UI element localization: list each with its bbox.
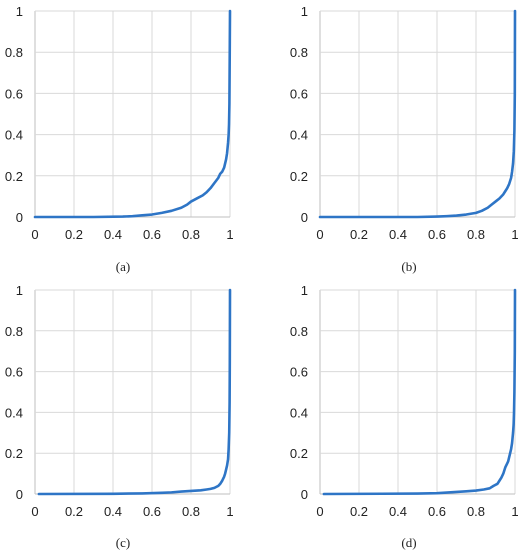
y-tick-label: 1: [16, 283, 23, 298]
x-tick-label: 1: [226, 227, 233, 242]
panel-caption: (a): [116, 259, 130, 274]
x-tick-label: 0.6: [428, 227, 446, 242]
x-tick-label: 0.4: [389, 227, 407, 242]
y-tick-label: 1: [16, 4, 23, 19]
chart-panel-c: 0 0.2 0.4 0.6 0.8 1 0 0.2 0.4 0.6 0.8 1 (c): [5, 283, 234, 550]
chart-panel-a: 0 0.2 0.4 0.6 0.8 1 0 0.2 0.4 0.6 0.8 1 (a): [5, 4, 234, 274]
x-tick-label: 0.8: [182, 227, 200, 242]
y-tick-label: 0: [16, 487, 23, 502]
x-tick-label: 0.6: [143, 504, 161, 519]
y-tick-label: 0.2: [5, 169, 23, 184]
x-tick-label: 0.6: [428, 504, 446, 519]
x-tick-label: 0.4: [104, 504, 122, 519]
y-tick-label: 0.8: [5, 45, 23, 60]
y-tick-label: 0.4: [290, 128, 308, 143]
y-tick-label: 1: [301, 283, 308, 298]
x-tick-label: 1: [511, 227, 518, 242]
y-tick-label: 0.6: [290, 365, 308, 380]
x-tick-label: 0.4: [104, 227, 122, 242]
y-tick-label: 0: [16, 210, 23, 225]
y-tick-label: 0.2: [290, 446, 308, 461]
y-tick-label: 0.4: [5, 405, 23, 420]
chart-panel-b: 0 0.2 0.4 0.6 0.8 1 0 0.2 0.4 0.6 0.8 1 (b): [290, 4, 519, 274]
chart-panel-d: 0 0.2 0.4 0.6 0.8 1 0 0.2 0.4 0.6 0.8 1 (d): [290, 283, 519, 550]
x-tick-label: 0: [316, 504, 323, 519]
x-tick-label: 0: [31, 504, 38, 519]
x-tick-label: 0.2: [65, 227, 83, 242]
x-tick-label: 0.6: [143, 227, 161, 242]
panel-caption: (d): [401, 535, 416, 550]
y-tick-label: 0.6: [5, 365, 23, 380]
y-tick-label: 0.8: [5, 324, 23, 339]
y-tick-label: 0.4: [290, 405, 308, 420]
x-tick-label: 0.4: [389, 504, 407, 519]
x-tick-label: 1: [226, 504, 233, 519]
panel-caption: (b): [401, 259, 416, 274]
series-line: [33, 9, 232, 219]
x-tick-label: 0.8: [467, 504, 485, 519]
series-line: [37, 288, 232, 496]
y-tick-label: 0.2: [290, 169, 308, 184]
y-tick-label: 1: [301, 4, 308, 19]
x-tick-label: 0.8: [182, 504, 200, 519]
x-tick-label: 1: [511, 504, 518, 519]
y-tick-label: 0.2: [5, 446, 23, 461]
x-tick-label: 0: [316, 227, 323, 242]
series-line: [318, 9, 517, 219]
y-tick-label: 0.8: [290, 324, 308, 339]
x-tick-label: 0.2: [350, 227, 368, 242]
y-tick-label: 0: [301, 487, 308, 502]
x-tick-label: 0.2: [350, 504, 368, 519]
x-tick-label: 0: [31, 227, 38, 242]
y-tick-label: 0.6: [290, 86, 308, 101]
panel-caption: (c): [116, 535, 130, 550]
x-tick-label: 0.8: [467, 227, 485, 242]
y-tick-label: 0.6: [5, 86, 23, 101]
x-tick-label: 0.2: [65, 504, 83, 519]
y-tick-label: 0.8: [290, 45, 308, 60]
series-line: [322, 288, 517, 496]
y-tick-label: 0.4: [5, 128, 23, 143]
y-tick-label: 0: [301, 210, 308, 225]
